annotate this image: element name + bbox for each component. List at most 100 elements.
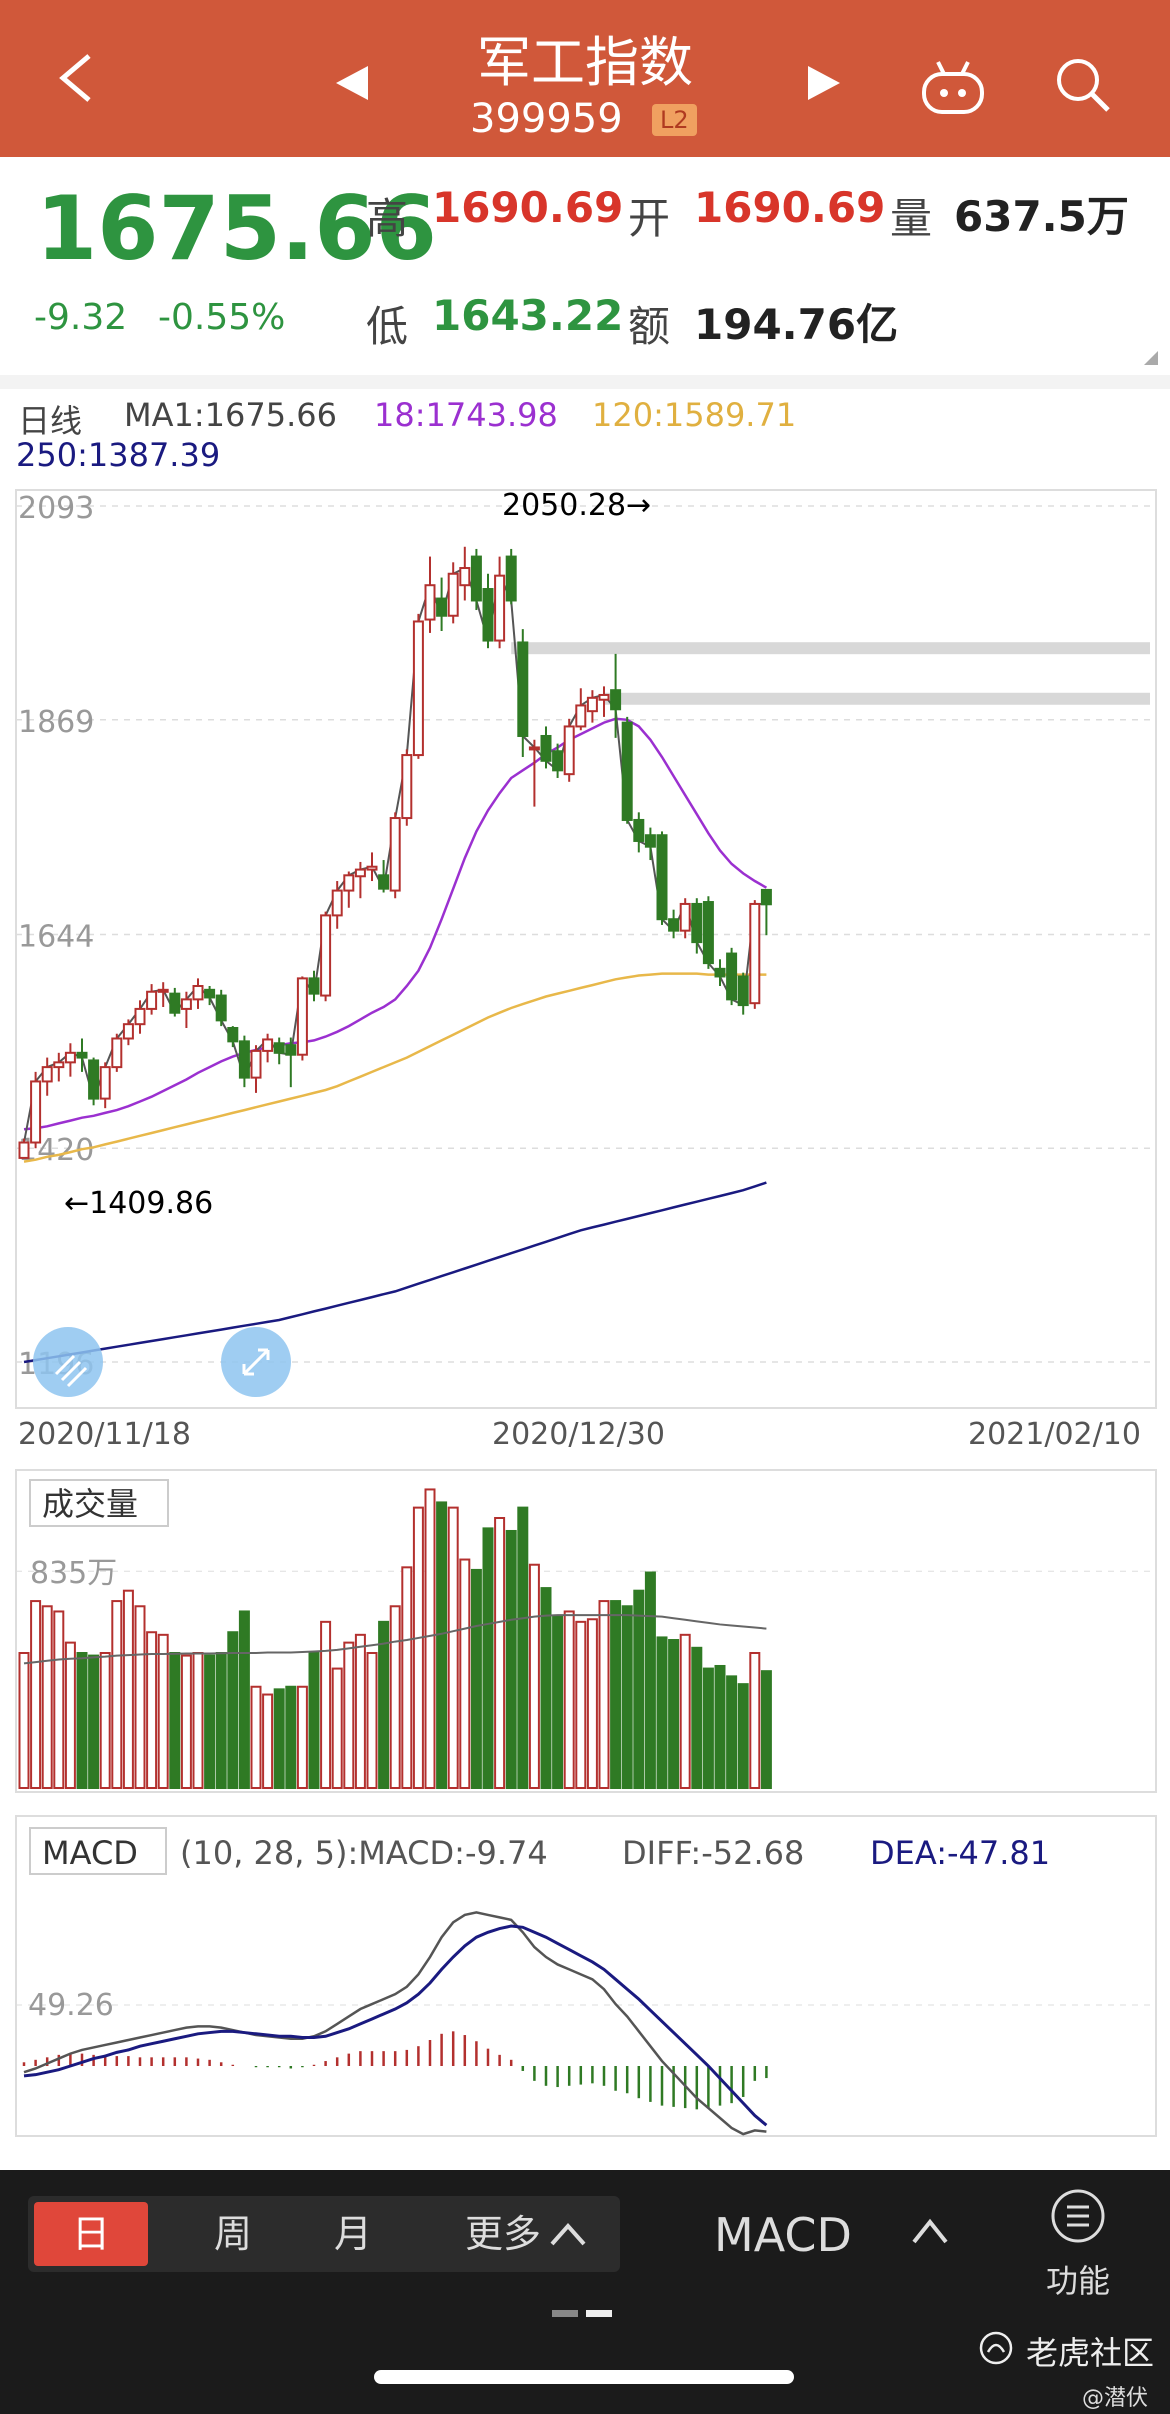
home-indicator[interactable] <box>374 2370 794 2384</box>
volume-bar <box>412 1506 424 1789</box>
volume-bar <box>424 1488 436 1789</box>
candle-body <box>64 1051 76 1064</box>
period-label: 日线 <box>18 402 83 440</box>
volume-bar <box>111 1600 123 1789</box>
volume-bar <box>540 1587 552 1790</box>
volume-tick-label: 835万 <box>30 1556 117 1591</box>
volume-bar <box>668 1639 680 1790</box>
candle-body <box>204 988 216 999</box>
candle-body <box>296 977 308 1056</box>
volume-bar <box>53 1610 65 1790</box>
volume-bar <box>726 1675 738 1789</box>
previous-stock-icon[interactable] <box>334 64 370 102</box>
candle-body <box>41 1066 53 1083</box>
candle-body <box>644 834 656 848</box>
period-month-button[interactable]: 月 <box>333 2212 372 2256</box>
volume-bar <box>366 1652 378 1789</box>
candle-body <box>273 1042 285 1054</box>
candle-body <box>494 574 506 642</box>
candle-body <box>285 1044 297 1056</box>
y-tick-label: 2093 <box>18 491 94 526</box>
candle-body <box>401 754 413 820</box>
candle-body <box>714 967 726 978</box>
candle-body <box>99 1066 111 1100</box>
candle-body <box>517 641 529 737</box>
volume-bar <box>621 1605 633 1790</box>
candle-body <box>30 1080 42 1144</box>
low-annotation: ←1409.86 <box>64 1186 213 1221</box>
y-tick-label: 1869 <box>18 705 94 740</box>
period-day-button[interactable]: 日 <box>34 2202 148 2266</box>
volume-bar <box>227 1631 239 1789</box>
candle-body <box>122 1023 134 1040</box>
volume-bar <box>656 1636 668 1790</box>
more-periods-button[interactable]: 更多 <box>464 2212 541 2256</box>
back-arrow-icon[interactable] <box>55 52 97 104</box>
candle-body <box>180 998 192 1010</box>
volume-label: 量 <box>890 194 933 243</box>
volume-bar <box>644 1571 656 1790</box>
candle-body <box>262 1038 274 1052</box>
candle-body <box>192 985 204 1001</box>
volume-bar <box>389 1605 401 1790</box>
chevron-up-icon[interactable] <box>548 2220 588 2248</box>
macd-params: (10, 28, 5):MACD:-9.74 <box>180 1834 548 1872</box>
period-week-button[interactable]: 周 <box>213 2212 252 2256</box>
volume-bar <box>447 1506 459 1789</box>
candle-body <box>354 868 366 878</box>
diff-line <box>23 1911 767 2136</box>
price-change: -9.32 <box>34 297 128 338</box>
function-label[interactable]: 功能 <box>1046 2262 1111 2300</box>
volume-bar <box>436 1501 448 1790</box>
stock-chart[interactable]: 209318691644142011962050.28→←1409.862020… <box>0 0 1170 2170</box>
bottom-toolbar: 日 周 月 更多 MACD 功能 老虎社区 @潜伏 <box>0 2170 1170 2414</box>
ma1-legend: MA1:1675.66 <box>124 396 337 434</box>
volume-bar <box>88 1654 100 1790</box>
volume-bar <box>563 1610 575 1790</box>
candle-body <box>528 746 540 751</box>
volume-bar <box>18 1652 30 1789</box>
indicator-selector[interactable]: MACD <box>714 2208 852 2262</box>
volume-bar <box>192 1652 204 1789</box>
volume-bar <box>285 1685 297 1789</box>
pan-icon <box>54 1354 88 1388</box>
candle-body <box>389 817 401 892</box>
candle-body <box>320 914 332 997</box>
volume-bar <box>262 1693 274 1789</box>
robot-assistant-icon[interactable] <box>920 58 986 116</box>
volume-bar <box>552 1615 564 1789</box>
volume-bar <box>528 1563 540 1789</box>
volume-ma-line <box>23 1614 767 1665</box>
volume-bar <box>169 1652 181 1789</box>
expand-corner-icon[interactable] <box>1144 351 1158 365</box>
search-icon[interactable] <box>1052 54 1112 114</box>
volume-value: 637.5万 <box>954 192 1129 241</box>
candle-body <box>760 888 772 906</box>
amount-label: 额 <box>628 302 671 351</box>
volume-bar <box>331 1667 343 1789</box>
candle-body <box>366 865 378 871</box>
candle-body <box>598 693 610 701</box>
volume-title-box <box>29 1479 169 1527</box>
last-price: 1675.66 <box>36 177 437 280</box>
candle-body <box>668 918 680 932</box>
volume-bar <box>702 1667 714 1789</box>
volume-bar <box>749 1652 761 1789</box>
high-label: 高 <box>366 194 409 243</box>
next-stock-icon[interactable] <box>806 64 842 102</box>
expand-arrows-icon <box>242 1348 270 1376</box>
volume-bar <box>320 1620 332 1790</box>
low-value: 1643.22 <box>432 291 624 340</box>
menu-icon[interactable] <box>1050 2188 1106 2244</box>
volume-bar <box>354 1633 366 1789</box>
open-label: 开 <box>628 194 671 243</box>
level2-badge[interactable]: L2 <box>652 104 697 136</box>
volume-bar <box>459 1558 471 1789</box>
candle-body <box>575 704 587 728</box>
candle-body <box>610 689 622 711</box>
chevron-up-icon[interactable] <box>910 2216 950 2246</box>
volume-bar <box>343 1641 355 1789</box>
x-tick-label: 2020/11/18 <box>18 1417 191 1452</box>
volume-bar <box>714 1664 726 1789</box>
main-panel-frame <box>15 489 1157 1409</box>
